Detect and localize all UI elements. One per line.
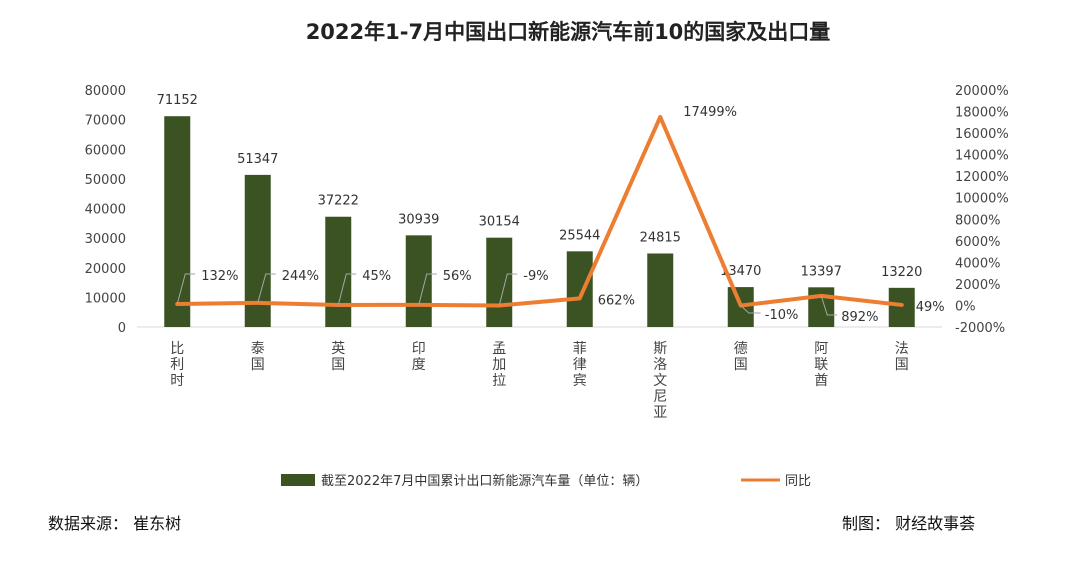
label-leader [820, 295, 838, 316]
chart-title: 2022年1-7月中国出口新能源汽车前10的国家及出口量 [306, 20, 831, 44]
bar-value-label: 71152 [157, 93, 198, 108]
right-tick-label: 12000% [955, 170, 1009, 185]
line-point [578, 296, 582, 300]
bar [888, 287, 915, 327]
label-leader [498, 273, 518, 306]
label-leader [740, 305, 761, 314]
right-tick-label: 6000% [955, 235, 1000, 250]
line-value-label: 49% [916, 300, 945, 315]
bar-value-label: 30154 [479, 215, 520, 230]
bar-value-label: 37222 [318, 194, 359, 209]
category-label: 印度 [412, 341, 426, 373]
line-value-label: 17499% [683, 105, 737, 120]
category-label: 泰国 [251, 341, 265, 373]
bar-series [164, 116, 915, 328]
line-value-label: -9% [523, 269, 548, 284]
right-tick-label: 14000% [955, 149, 1009, 164]
category-label: 英国 [331, 340, 345, 373]
category-label: 孟加拉 [492, 341, 506, 389]
bar [486, 237, 513, 327]
legend-bar-label: 截至2022年7月中国累计出口新能源汽车量（单位：辆） [321, 473, 648, 489]
right-tick-label: 2000% [955, 278, 1000, 293]
left-axis: 0 10000 20000 30000 40000 50000 60000 70000 8000… [85, 84, 942, 336]
label-leader [257, 273, 276, 303]
bar-value-label: 13470 [720, 264, 761, 279]
category-label: 菲律宾 [573, 341, 587, 389]
left-tick-label: 80000 [85, 84, 126, 99]
right-axis: -2000% 0% 2000% 4000% 6000% 8000% 10000% 12000%… [955, 84, 1009, 336]
left-tick-label: 40000 [85, 203, 126, 218]
left-tick-label: 60000 [85, 143, 126, 158]
bar-value-labels: 71152 51347 37222 30939 30154 25544 24815 13470… [157, 93, 923, 280]
line-point [900, 303, 904, 307]
label-leader [176, 273, 196, 305]
bar [566, 251, 593, 327]
category-label: 斯洛文尼亚 [653, 341, 667, 421]
line-value-label: 892% [841, 310, 878, 325]
line-value-labels: 132% 244% 45% 56% -9% 662% 17499% -10% 892% 49% [176, 105, 945, 325]
right-tick-label: 18000% [955, 106, 1009, 121]
right-tick-label: 20000% [955, 84, 1009, 99]
legend-bar-swatch [281, 474, 315, 486]
label-leader [418, 273, 437, 305]
bar-value-label: 51347 [237, 152, 278, 167]
bar-value-label: 13220 [881, 265, 922, 280]
left-tick-label: 30000 [85, 232, 126, 247]
line-value-label: 244% [282, 269, 319, 284]
bar-value-label: 25544 [559, 228, 600, 243]
bar [647, 253, 674, 327]
bar [325, 216, 352, 327]
bar-value-label: 24815 [640, 230, 681, 245]
label-leader [337, 273, 357, 306]
line-value-label: 56% [443, 269, 472, 284]
right-tick-label: 16000% [955, 127, 1009, 142]
line-value-label: 45% [362, 269, 391, 284]
bar [808, 287, 835, 327]
legend: 截至2022年7月中国累计出口新能源汽车量（单位：辆） 同比 [281, 473, 811, 489]
credit-note: 制图： 财经故事荟 [842, 514, 975, 533]
category-label: 法国 [895, 341, 909, 373]
left-tick-label: 0 [118, 321, 126, 336]
bar [164, 116, 191, 328]
bar-value-label: 30939 [398, 212, 439, 227]
right-tick-label: 10000% [955, 192, 1009, 207]
line-value-label: 132% [201, 269, 238, 284]
left-tick-label: 70000 [85, 114, 126, 129]
legend-line-label: 同比 [785, 474, 811, 489]
right-tick-label: -2000% [955, 321, 1005, 336]
left-tick-label: 50000 [85, 173, 126, 188]
line-value-label: 662% [598, 293, 635, 308]
category-label: 比利时 [170, 341, 184, 389]
line-value-label: -10% [765, 308, 799, 323]
yoy-line [175, 114, 904, 308]
right-tick-label: 4000% [955, 256, 1000, 271]
bar [405, 235, 432, 327]
left-tick-label: 20000 [85, 262, 126, 277]
source-note: 数据来源： 崔东树 [48, 514, 181, 533]
category-label: 德国 [734, 341, 748, 373]
category-labels: 比利时 泰国 英国 印度 孟加拉 菲律宾 斯洛文尼亚 德国 阿联酋 法国 [170, 340, 909, 421]
bar-value-label: 13397 [801, 264, 842, 279]
line-point [658, 115, 662, 119]
right-tick-label: 0% [955, 299, 976, 314]
left-tick-label: 10000 [85, 291, 126, 306]
right-tick-label: 8000% [955, 213, 1000, 228]
category-label: 阿联酋 [814, 341, 828, 389]
